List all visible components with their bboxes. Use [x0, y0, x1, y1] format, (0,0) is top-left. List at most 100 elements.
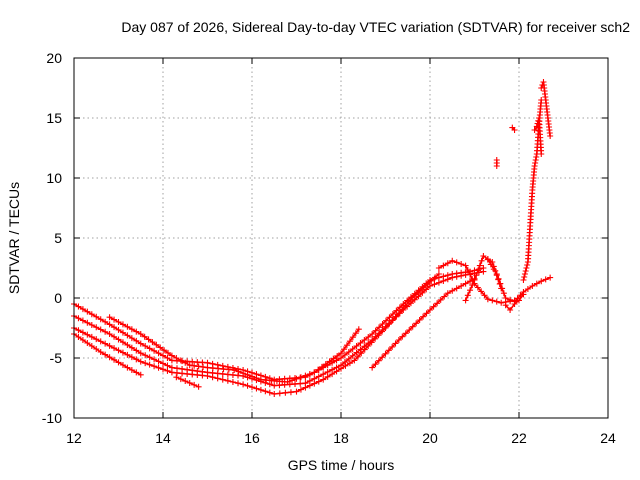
data-point-marker [115, 359, 122, 366]
data-point-marker [289, 377, 296, 384]
data-point-marker [168, 369, 175, 376]
data-point-marker [416, 288, 423, 295]
data-point-marker [106, 321, 113, 328]
data-point-marker [219, 370, 226, 377]
data-point-marker [194, 371, 201, 378]
data-point-marker [209, 374, 216, 381]
data-point-marker [345, 355, 352, 362]
x-tick-label: 24 [600, 430, 616, 446]
data-point-marker [420, 284, 427, 291]
data-point-marker [458, 261, 465, 267]
data-point-marker [372, 327, 379, 334]
data-point-marker [481, 292, 488, 299]
data-point-marker [409, 295, 416, 301]
data-point-marker [435, 279, 442, 286]
data-point-marker [111, 333, 118, 340]
data-point-marker [155, 350, 162, 357]
data-point-marker [357, 340, 364, 346]
data-point-marker [273, 378, 280, 385]
data-point-marker [262, 379, 269, 386]
series-spike-peak [538, 79, 554, 139]
data-point-marker [189, 358, 196, 365]
data-point-marker [547, 274, 554, 281]
data-point-marker [271, 382, 278, 389]
data-point-marker [161, 347, 168, 354]
data-point-marker [224, 371, 231, 378]
data-point-marker [379, 354, 386, 361]
data-point-marker [507, 296, 514, 303]
data-point-marker [353, 343, 360, 349]
data-point-marker [318, 363, 325, 370]
data-point-marker [276, 382, 283, 389]
data-point-marker [502, 302, 509, 309]
data-point-marker [379, 328, 386, 335]
data-point-marker [435, 265, 442, 271]
x-tick-label: 14 [155, 430, 171, 446]
data-point-marker [111, 345, 118, 352]
data-point-marker [75, 315, 82, 322]
data-point-marker [111, 324, 118, 331]
data-point-marker [320, 371, 327, 378]
data-point-marker [453, 259, 460, 266]
data-point-marker [141, 333, 148, 340]
y-tick-label: 15 [46, 110, 62, 126]
data-point-marker [106, 314, 113, 321]
data-point-marker [330, 355, 337, 362]
data-point-marker [102, 340, 109, 347]
data-point-marker [532, 157, 539, 163]
series-track-g [369, 275, 478, 371]
data-point-marker [253, 375, 260, 381]
data-point-marker [137, 331, 144, 337]
data-point-marker [191, 381, 198, 388]
data-point-marker [424, 281, 431, 288]
data-point-marker [533, 154, 540, 160]
data-point-marker [182, 359, 189, 366]
data-point-marker [133, 356, 140, 363]
data-point-marker [165, 349, 172, 356]
series-track-c [71, 271, 442, 397]
series-track-b [71, 268, 487, 389]
data-point-marker [343, 342, 350, 349]
data-point-marker [338, 350, 344, 357]
data-point-marker [263, 377, 270, 384]
data-point-marker [349, 334, 356, 341]
data-point-marker [480, 268, 487, 275]
data-point-marker [306, 371, 313, 377]
x-tick-labels: 12 14 16 18 20 22 24 [66, 430, 616, 446]
data-point-marker [219, 362, 226, 369]
data-point-marker [352, 330, 359, 337]
data-point-marker [253, 385, 260, 392]
data-point-marker [204, 364, 211, 371]
data-point-marker [379, 321, 386, 327]
data-point-marker [177, 376, 184, 383]
data-point-marker [111, 316, 118, 323]
data-point-marker [124, 341, 131, 348]
data-point-marker [531, 127, 538, 133]
data-point-marker [151, 363, 158, 370]
series-track-f [173, 374, 202, 390]
data-point-marker [346, 360, 353, 367]
data-point-marker [149, 339, 156, 346]
data-point-marker [115, 347, 122, 354]
data-point-marker [133, 337, 140, 344]
data-point-marker [119, 339, 126, 346]
data-point-marker [235, 372, 242, 379]
data-point-marker [369, 364, 376, 371]
data-point-marker [500, 290, 507, 297]
data-point-marker [111, 356, 118, 363]
data-point-marker [462, 280, 469, 287]
series-track-e [106, 314, 362, 385]
data-point-marker [480, 253, 487, 259]
data-point-marker [502, 295, 509, 301]
data-point-marker [435, 271, 442, 277]
data-point-marker [119, 362, 126, 368]
data-point-marker [449, 257, 456, 264]
data-point-marker [547, 133, 554, 139]
data-point-marker [88, 311, 95, 318]
data-point-marker [432, 274, 439, 281]
data-point-marker [449, 274, 456, 281]
data-point-marker [372, 361, 379, 368]
data-point-marker [153, 341, 160, 348]
data-point-marker [355, 326, 362, 333]
data-point-marker [385, 321, 392, 328]
